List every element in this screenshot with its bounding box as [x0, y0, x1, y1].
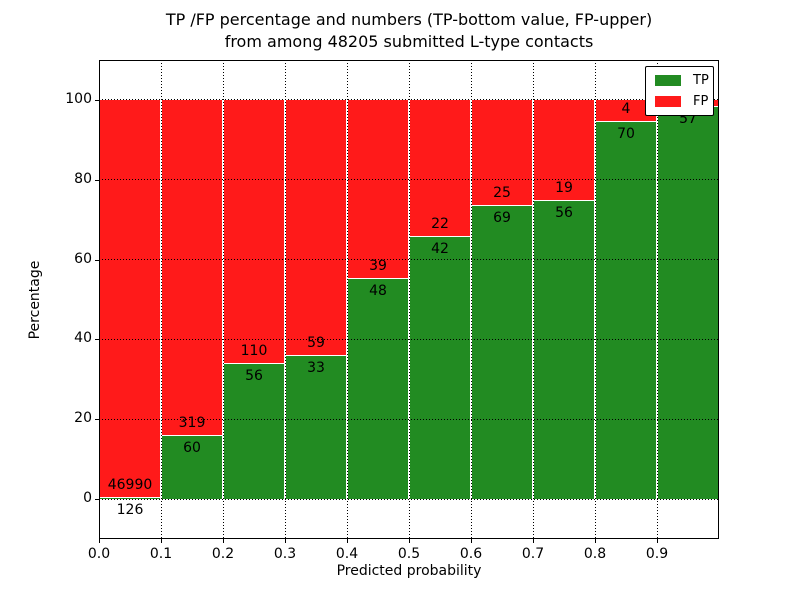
bar-segment-fp — [472, 99, 532, 206]
x-tick-label: 0.3 — [273, 546, 297, 562]
y-axis-tick — [95, 499, 99, 501]
x-tick-label: 0.4 — [335, 546, 359, 562]
bar-segment-fp — [162, 99, 222, 435]
bar-segment-tp — [162, 435, 222, 500]
gridline-vertical — [470, 60, 472, 539]
bar-count-label-tp: 33 — [307, 359, 325, 376]
gridline-vertical — [532, 60, 534, 539]
x-tick-label: 0.2 — [211, 546, 235, 562]
x-axis-tick — [533, 539, 534, 543]
bar-segment-fp — [100, 99, 160, 497]
bar-segment-tp — [348, 278, 408, 500]
legend-swatch-fp — [655, 96, 681, 107]
bar-segment-tp — [534, 201, 594, 500]
y-tick-label: 20 — [74, 410, 92, 427]
bar-segment-tp — [224, 364, 284, 500]
bar-segment-fp — [224, 99, 284, 364]
x-axis-tick — [595, 539, 596, 543]
bar-count-label-tp: 126 — [116, 502, 144, 518]
bar-count-label-fp: 110 — [240, 343, 268, 360]
gridline-vertical — [222, 60, 224, 539]
y-tick-label: 80 — [74, 170, 92, 187]
x-tick-label: 0.0 — [87, 546, 111, 562]
x-axis-tick — [99, 539, 100, 543]
gridline-vertical — [160, 60, 162, 539]
bar-count-label-tp: 60 — [183, 439, 201, 456]
bar-count-label-fp: 39 — [369, 257, 387, 274]
chart-title: TP /FP percentage and numbers (TP-bottom… — [99, 9, 719, 53]
bar-count-label-tp: 70 — [617, 125, 635, 142]
bar-count-label-fp: 19 — [555, 180, 573, 197]
x-axis-label: Predicted probability — [336, 563, 482, 579]
x-axis-tick — [657, 539, 658, 543]
bar-segment-tp — [472, 206, 532, 500]
x-axis-tick — [409, 539, 410, 543]
bar-count-label-tp: 48 — [369, 282, 387, 299]
bar-segment-tp — [658, 106, 718, 500]
x-tick-label: 0.6 — [459, 546, 483, 562]
bar-count-label-tp: 42 — [431, 241, 449, 258]
gridline-vertical — [594, 60, 596, 539]
legend-item-fp: FP — [655, 95, 708, 108]
y-axis-tick — [95, 99, 99, 101]
bar-count-label-fp: 25 — [493, 185, 511, 202]
gridline-vertical — [346, 60, 348, 539]
bar-count-label-tp: 56 — [245, 368, 263, 385]
bar-count-label-fp: 4 — [621, 100, 631, 117]
bar-segment-tp — [410, 237, 470, 500]
bar-count-label-fp: 22 — [431, 216, 449, 233]
y-tick-label: 100 — [65, 90, 92, 107]
bar-segment-tp — [100, 498, 160, 500]
bar-segment-fp — [286, 99, 346, 355]
x-axis-tick — [161, 539, 162, 543]
bar-segment-fp — [410, 99, 470, 237]
bar-segment-fp — [348, 99, 408, 278]
gridline-vertical — [408, 60, 410, 539]
bar-segment-tp — [286, 355, 346, 500]
x-tick-label: 0.8 — [583, 546, 607, 562]
x-tick-label: 0.1 — [149, 546, 173, 562]
x-axis-tick — [347, 539, 348, 543]
chart-title-line2: from among 48205 submitted L-type contac… — [224, 32, 594, 51]
x-tick-label: 0.5 — [397, 546, 421, 562]
bar-segment-fp — [596, 99, 656, 121]
x-axis-tick — [285, 539, 286, 543]
bar-count-label-tp: 69 — [493, 210, 511, 227]
x-tick-label: 0.9 — [645, 546, 669, 562]
bar-count-label-tp: 56 — [555, 205, 573, 222]
gridline-vertical — [656, 60, 658, 539]
bar-count-label-fp: 319 — [178, 414, 206, 431]
y-axis-tick — [95, 259, 99, 261]
bar-segment-fp — [534, 99, 594, 200]
bar-segment-tp — [596, 121, 656, 500]
y-tick-label: 0 — [83, 490, 92, 507]
legend-label-tp: TP — [693, 73, 709, 88]
gridline-vertical — [284, 60, 286, 539]
bar-count-label-fp: 46990 — [107, 477, 153, 493]
y-axis-tick — [95, 339, 99, 341]
y-tick-label: 60 — [74, 250, 92, 267]
y-axis-tick — [95, 419, 99, 421]
chart-title-line1: TP /FP percentage and numbers (TP-bottom… — [165, 10, 653, 29]
y-axis-label: Percentage — [27, 260, 43, 340]
legend-swatch-tp — [655, 75, 681, 86]
legend-label-fp: FP — [693, 94, 709, 109]
legend: TP FP — [645, 66, 714, 116]
x-tick-label: 0.7 — [521, 546, 545, 562]
legend-item-tp: TP — [655, 74, 709, 87]
y-axis-tick — [95, 179, 99, 181]
x-axis-tick — [471, 539, 472, 543]
x-axis-tick — [223, 539, 224, 543]
y-tick-label: 40 — [74, 330, 92, 347]
bar-count-label-fp: 59 — [307, 334, 325, 351]
plot-border — [99, 60, 719, 539]
